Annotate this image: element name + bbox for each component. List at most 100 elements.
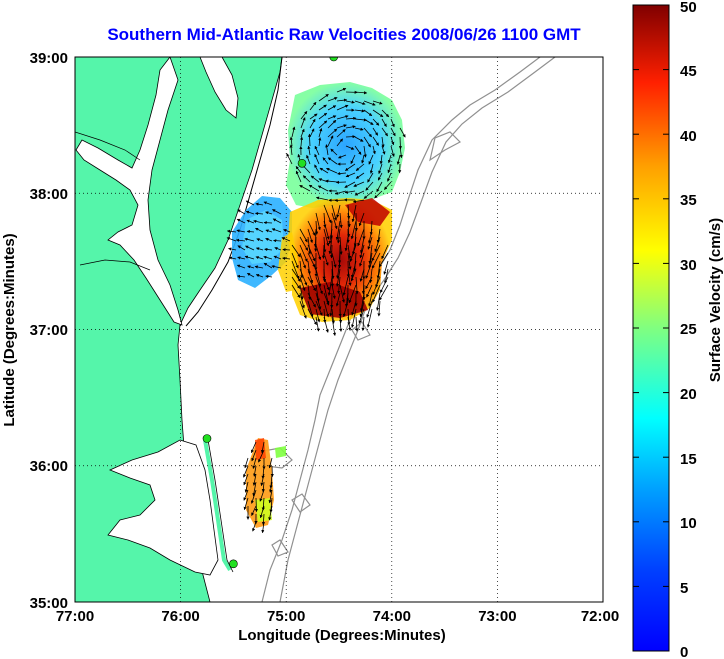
velocity-arrow [331, 284, 336, 300]
velocity-arrow [327, 105, 337, 111]
velocity-arrow [255, 247, 264, 251]
velocity-arrow [319, 167, 329, 174]
velocity-arrow [350, 260, 357, 279]
velocity-arrow [318, 112, 328, 120]
velocity-arrow [353, 252, 357, 272]
velocity-arrow [390, 136, 395, 146]
velocity-arrow [246, 229, 255, 234]
velocity-arrow [348, 284, 357, 304]
velocity-arrow [315, 220, 319, 235]
delaware-bay [199, 57, 239, 119]
velocity-arrow [299, 292, 305, 309]
velocity-arrow [237, 256, 246, 260]
velocity-arrow [330, 244, 334, 259]
velocity-arrow [299, 136, 304, 147]
velocity-arrow [299, 252, 307, 269]
velocity-arrow [326, 168, 338, 174]
velocity-arrow [254, 497, 259, 513]
velocity-arrow [371, 252, 381, 269]
velocity-arrow [381, 127, 388, 137]
velocity-arrow [255, 202, 264, 206]
velocity-arrow [354, 118, 368, 122]
velocity-arrow [378, 163, 383, 175]
velocity-arrow [387, 172, 392, 182]
velocity-arrow [372, 136, 379, 146]
velocity-arrow [318, 137, 322, 147]
velocity-arrow [236, 274, 246, 278]
velocity-arrow [307, 220, 316, 236]
velocity-arrow [244, 255, 255, 260]
velocity-arrow [315, 292, 322, 310]
velocity-arrow [315, 300, 323, 316]
velocity-arrow [387, 163, 392, 174]
velocity-arrow [317, 185, 329, 192]
velocity-arrow [383, 260, 389, 275]
x-tick-label: 72:00 [581, 608, 619, 625]
velocity-arrow [251, 505, 257, 516]
velocity-arrow [243, 473, 249, 486]
velocity-arrow [272, 209, 282, 215]
velocity-arrow [273, 239, 282, 243]
velocity-arrow [347, 316, 352, 331]
pamlico-sound [107, 439, 219, 576]
velocity-arrow [307, 308, 317, 326]
velocity-arrow [243, 489, 249, 501]
colorbar-tick-label: 0 [680, 644, 688, 659]
x-tick-label: 75:00 [267, 608, 305, 625]
velocity-arrow [281, 237, 291, 242]
radar-station-marker [202, 434, 212, 443]
velocity-arrow [253, 219, 264, 224]
velocity-arrow [299, 236, 309, 251]
velocity-arrow [318, 93, 329, 102]
velocity-arrow [309, 101, 317, 111]
colorbar-label: Surface Velocity (cm/s) [707, 218, 724, 382]
velocity-arrow [355, 316, 359, 332]
velocity-arrow [250, 489, 257, 504]
velocity-arrow [254, 265, 264, 269]
velocity-arrow [331, 308, 335, 324]
velocity-arrow [344, 292, 349, 308]
velocity-arrow [302, 175, 311, 183]
velocity-arrow [247, 265, 255, 269]
velocity-arrow [381, 109, 390, 118]
velocity-arrow [282, 256, 291, 261]
velocity-arrow [291, 284, 301, 299]
y-tick-label: 37:00 [30, 322, 68, 339]
velocity-arrow [261, 513, 266, 526]
velocity-arrow [291, 126, 296, 138]
velocity-arrow [377, 172, 383, 181]
velocity-arrow [260, 473, 265, 487]
velocity-arrow [374, 236, 381, 253]
velocity-arrow [361, 316, 365, 332]
velocity-arrow [347, 244, 352, 260]
grid-lines [75, 57, 603, 602]
velocity-arrow [344, 163, 356, 171]
velocity-arrow [372, 284, 381, 303]
velocity-arrow [359, 252, 365, 267]
velocity-arrow [259, 489, 265, 502]
velocity-arrow [245, 210, 255, 215]
velocity-arrow [378, 252, 389, 268]
velocity-arrow [365, 181, 374, 191]
velocity-arrow [244, 237, 255, 242]
chesapeake-bay [75, 57, 183, 326]
velocity-arrow [331, 212, 338, 230]
x-tick-label: 74:00 [373, 608, 411, 625]
plot-frame [74, 56, 604, 603]
velocity-arrow [315, 308, 321, 323]
velocity-arrow [327, 119, 337, 129]
velocity-arrow [315, 316, 320, 332]
colorbar-tick-label: 35 [680, 192, 697, 209]
velocity-arrow [372, 109, 384, 118]
velocity-arrow [254, 211, 264, 216]
y-tick-label: 35:00 [30, 595, 68, 612]
velocity-arrow [274, 247, 282, 251]
velocity-arrow [367, 228, 373, 244]
velocity-arrow [367, 172, 374, 183]
velocity-arrow [299, 276, 306, 292]
colorbar: 0 5 10 15 20 25 30 35 40 45 50 Surface V… [632, 0, 724, 659]
velocity-arrow [363, 190, 374, 199]
velocity-arrow [331, 260, 335, 280]
velocity-arrow [345, 145, 355, 150]
velocity-arrow [307, 252, 316, 268]
